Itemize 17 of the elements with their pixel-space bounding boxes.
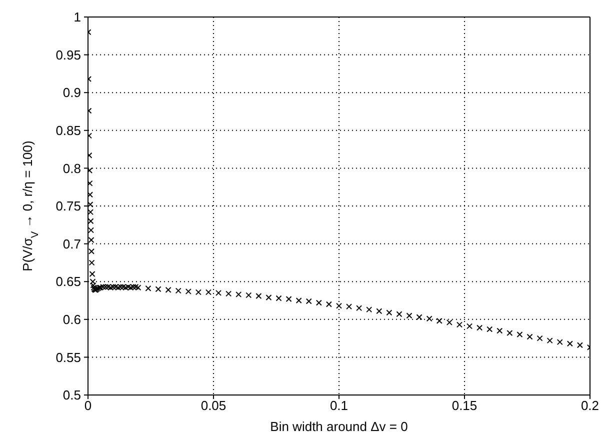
x-tick-label: 0.2 [580,398,600,414]
y-tick-label: 0.5 [62,388,81,403]
y-tick-label: 0.55 [56,350,81,365]
y-tick-label: 0.65 [56,274,81,290]
y-tick-label: 0.85 [56,123,81,138]
y-tick-label: 0.9 [62,85,81,100]
x-tick-label: 0.15 [452,398,478,414]
x-tick-label: 0.1 [330,398,348,414]
y-tick-label: 0.75 [56,198,81,214]
y-tick-label: 0.8 [62,160,81,176]
x-axis-title: Bin width around Δv = 0 [270,419,408,434]
x-tick-label: 0.05 [200,398,226,414]
x-tick-label: 0 [84,398,92,414]
y-tick-label: 1 [74,10,81,25]
y-tick-label: 0.95 [56,47,81,62]
y-tick-label: 0.7 [62,236,81,252]
y-tick-label: 0.6 [62,312,81,328]
